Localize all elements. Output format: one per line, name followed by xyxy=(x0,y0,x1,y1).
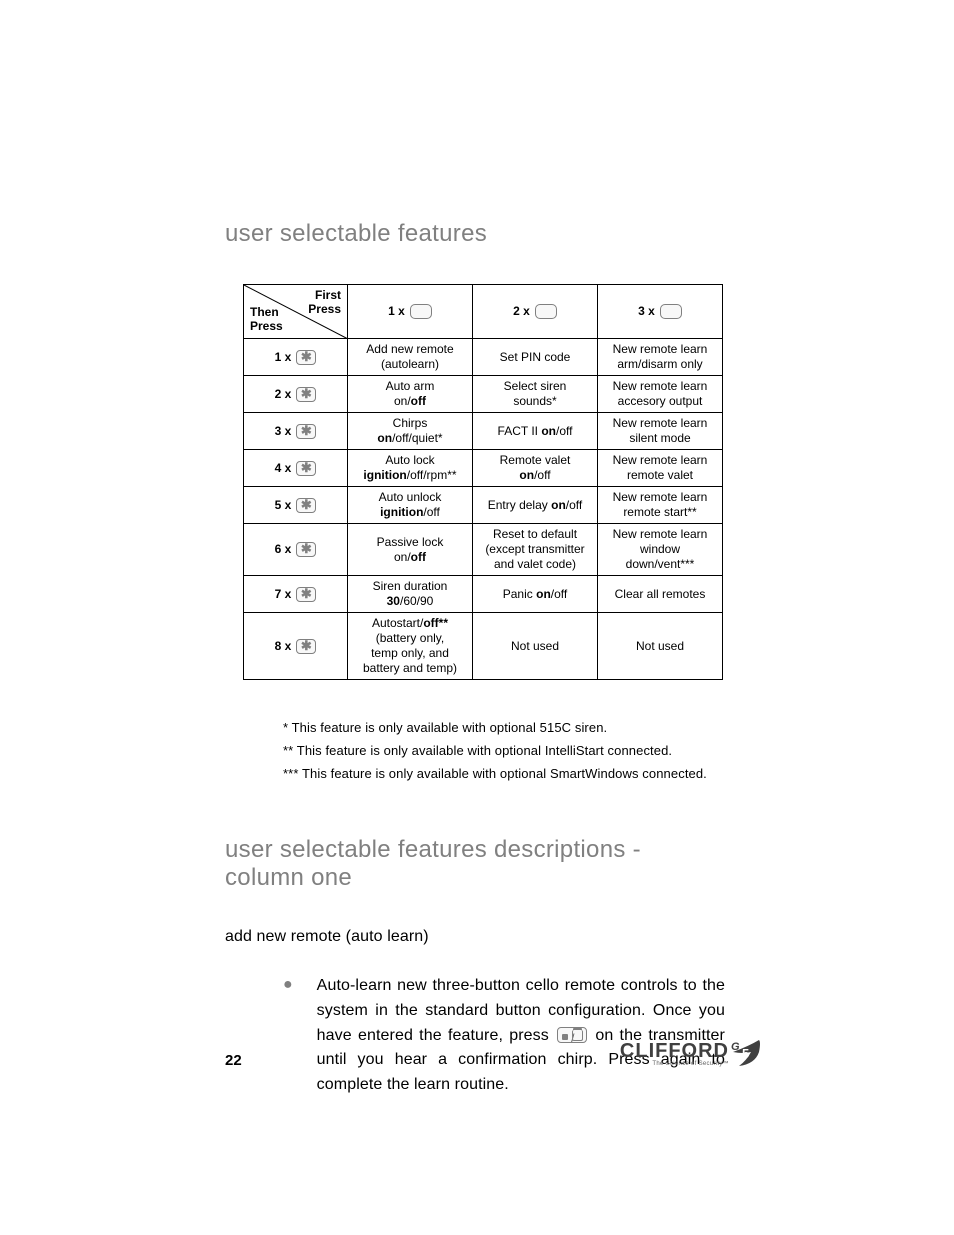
cell-c3: New remote learnremote start** xyxy=(598,487,723,524)
row-label: 6 x xyxy=(244,524,348,576)
row-label: 4 x xyxy=(244,450,348,487)
row-label: 5 x xyxy=(244,487,348,524)
star-button-icon xyxy=(296,350,316,365)
brand-name: CLIFFORD xyxy=(620,1040,729,1063)
cell-c2: Panic on/off xyxy=(473,576,598,613)
svg-text:5: 5 xyxy=(742,1046,749,1061)
section-title-features: user selectable features xyxy=(225,220,725,248)
bullet-marker: ● xyxy=(283,977,293,1098)
cell-c1: Chirpson/off/quiet* xyxy=(348,413,473,450)
footnotes: * This feature is only available with op… xyxy=(283,720,725,781)
footnote-3: *** This feature is only available with … xyxy=(283,766,725,781)
col-header-3-label: 3 x xyxy=(638,304,655,319)
col-header-1-label: 1 x xyxy=(388,304,405,319)
table-row: 2 xAuto armon/offSelect sirensounds*New … xyxy=(244,376,723,413)
table-row: 8 xAutostart/off**(battery only,temp onl… xyxy=(244,613,723,680)
col-header-2: 2 x xyxy=(473,285,598,339)
star-button-icon xyxy=(296,424,316,439)
arm-disarm-icon: / xyxy=(557,1027,587,1043)
cell-c2: Select sirensounds* xyxy=(473,376,598,413)
col-header-3: 3 x xyxy=(598,285,723,339)
button-icon xyxy=(660,304,682,319)
page-number: 22 xyxy=(225,1052,242,1069)
star-button-icon xyxy=(296,587,316,602)
cell-c2: Entry delay on/off xyxy=(473,487,598,524)
cell-c3: New remote learnarm/disarm only xyxy=(598,339,723,376)
row-label: 1 x xyxy=(244,339,348,376)
brand-logo: CLIFFORD The Science of Security™ G 5 xyxy=(620,1040,729,1070)
button-icon xyxy=(410,304,432,319)
row-label: 8 x xyxy=(244,613,348,680)
cell-c2: FACT II on/off xyxy=(473,413,598,450)
star-button-icon xyxy=(296,387,316,402)
cell-c1: Auto armon/off xyxy=(348,376,473,413)
header-first: First xyxy=(315,288,341,302)
button-icon xyxy=(535,304,557,319)
table-row: 3 xChirpson/off/quiet*FACT II on/offNew … xyxy=(244,413,723,450)
table-row: 1 xAdd new remote(autolearn)Set PIN code… xyxy=(244,339,723,376)
cell-c1: Auto unlockignition/off xyxy=(348,487,473,524)
cell-c3: Not used xyxy=(598,613,723,680)
header-press-top: Press xyxy=(308,302,341,316)
cell-c3: New remote learnsilent mode xyxy=(598,413,723,450)
cell-c3: New remote learnremote valet xyxy=(598,450,723,487)
row-label: 3 x xyxy=(244,413,348,450)
cell-c2: Not used xyxy=(473,613,598,680)
table-row: 4 xAuto lockignition/off/rpm**Remote val… xyxy=(244,450,723,487)
cell-c1: Autostart/off**(battery only,temp only, … xyxy=(348,613,473,680)
star-button-icon xyxy=(296,639,316,654)
star-button-icon xyxy=(296,542,316,557)
g5-logo-icon: G 5 xyxy=(729,1038,765,1068)
table-corner-header: FirstPress ThenPress xyxy=(244,285,348,339)
section-title-descriptions: user selectable features descriptions - … xyxy=(225,836,725,892)
star-button-icon xyxy=(296,461,316,476)
cell-c2: Set PIN code xyxy=(473,339,598,376)
col-header-1: 1 x xyxy=(348,285,473,339)
cell-c3: New remote learnaccesory output xyxy=(598,376,723,413)
bullet-text: Auto-learn new three-button cello remote… xyxy=(317,974,725,1098)
bullet-block: ● Auto-learn new three-button cello remo… xyxy=(283,974,725,1098)
table-row: 5 xAuto unlockignition/offEntry delay on… xyxy=(244,487,723,524)
cell-c2: Remote valeton/off xyxy=(473,450,598,487)
footnote-1: * This feature is only available with op… xyxy=(283,720,725,735)
cell-c1: Auto lockignition/off/rpm** xyxy=(348,450,473,487)
header-then: Then xyxy=(250,305,279,319)
cell-c3: Clear all remotes xyxy=(598,576,723,613)
table-row: 7 xSiren duration30/60/90Panic on/offCle… xyxy=(244,576,723,613)
star-button-icon xyxy=(296,498,316,513)
cell-c3: New remote learnwindowdown/vent*** xyxy=(598,524,723,576)
header-press-bot: Press xyxy=(250,319,283,333)
subheading-add-remote: add new remote (auto learn) xyxy=(225,928,725,946)
row-label: 7 x xyxy=(244,576,348,613)
cell-c2: Reset to default(except transmitterand v… xyxy=(473,524,598,576)
footnote-2: ** This feature is only available with o… xyxy=(283,743,725,758)
table-row: 6 xPassive lockon/offReset to default(ex… xyxy=(244,524,723,576)
cell-c1: Siren duration30/60/90 xyxy=(348,576,473,613)
cell-c1: Passive lockon/off xyxy=(348,524,473,576)
row-label: 2 x xyxy=(244,376,348,413)
features-table: FirstPress ThenPress 1 x 2 x 3 x 1 xAdd … xyxy=(243,284,723,680)
col-header-2-label: 2 x xyxy=(513,304,530,319)
cell-c1: Add new remote(autolearn) xyxy=(348,339,473,376)
